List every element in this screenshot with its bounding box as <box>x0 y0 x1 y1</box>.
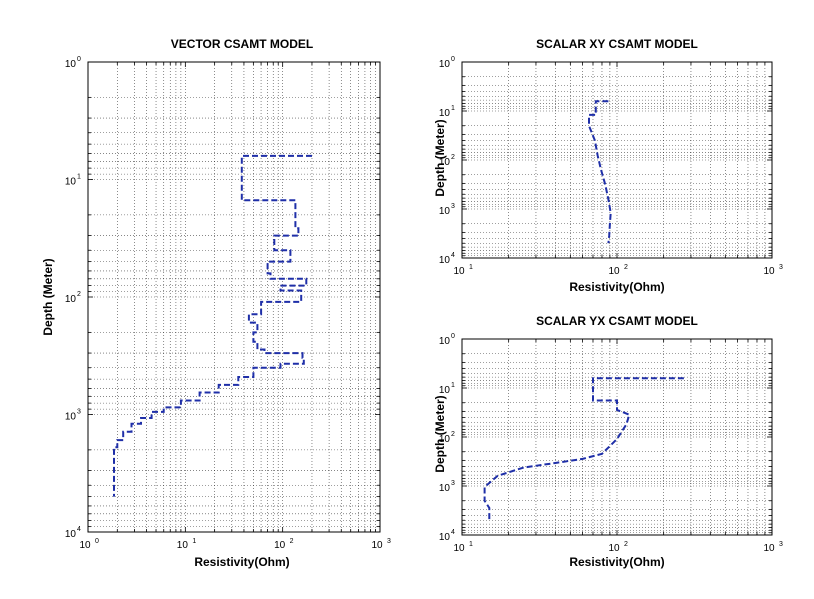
x-tick-label-exponent: 1 <box>192 538 196 545</box>
x-tick-label: 10 <box>79 540 91 551</box>
plot-area: 10 1 10 2 10 310 010 110 210 310 4 <box>439 333 783 554</box>
x-tick-label: 10 <box>763 266 775 277</box>
x-tick-label-exponent: 3 <box>779 541 783 548</box>
y-tick-label: 10 <box>439 434 451 445</box>
y-axis-label: Depth (Meter) <box>433 395 447 472</box>
x-tick-label: 10 <box>453 266 465 277</box>
x-tick-label: 10 <box>453 543 465 554</box>
x-tick-label: 10 <box>177 540 189 551</box>
x-tick-label: 10 <box>371 540 383 551</box>
y-tick-label: 10 <box>439 336 451 347</box>
y-tick-label-exponent: 4 <box>77 526 81 533</box>
x-axis-label: Resistivity(Ohm) <box>194 555 289 569</box>
y-tick-label-exponent: 0 <box>77 56 81 63</box>
y-tick-label: 10 <box>65 529 77 540</box>
y-tick-label: 10 <box>439 206 451 217</box>
x-tick-label: 10 <box>608 266 620 277</box>
y-tick-label-exponent: 0 <box>451 333 455 340</box>
plot-background <box>88 62 380 532</box>
y-tick-label-exponent: 2 <box>77 291 81 298</box>
y-tick-label: 10 <box>65 412 77 423</box>
y-axis-label: Depth (Meter) <box>433 119 447 196</box>
y-tick-label-exponent: 1 <box>451 105 455 112</box>
x-tick-label-exponent: 2 <box>290 538 294 545</box>
x-tick-label: 10 <box>763 543 775 554</box>
y-tick-label-exponent: 3 <box>77 409 81 416</box>
y-tick-label: 10 <box>439 59 451 70</box>
y-tick-label: 10 <box>439 483 451 494</box>
x-tick-label-exponent: 3 <box>387 538 391 545</box>
y-tick-label-exponent: 3 <box>451 203 455 210</box>
y-tick-label: 10 <box>65 294 77 305</box>
x-axis-label: Resistivity(Ohm) <box>569 555 664 569</box>
chart-title: SCALAR XY CSAMT MODEL <box>536 37 698 51</box>
x-tick-label: 10 <box>608 543 620 554</box>
y-tick-label: 10 <box>439 157 451 168</box>
y-tick-label-exponent: 1 <box>451 382 455 389</box>
y-tick-label-exponent: 4 <box>451 529 455 536</box>
y-tick-label-exponent: 2 <box>451 431 455 438</box>
chart-vector: VECTOR CSAMT MODEL Resistivity(Ohm) Dept… <box>41 37 391 569</box>
y-tick-label-exponent: 1 <box>77 174 81 181</box>
chart-scalar-xy: SCALAR XY CSAMT MODEL Resistivity(Ohm) D… <box>433 37 783 294</box>
chart-title: VECTOR CSAMT MODEL <box>171 37 313 51</box>
x-tick-label-exponent: 1 <box>469 264 473 271</box>
x-tick-label-exponent: 3 <box>779 264 783 271</box>
plot-area: 10 0 10 1 10 2 10 310 010 110 210 310 4 <box>65 56 391 551</box>
y-tick-label: 10 <box>439 385 451 396</box>
y-tick-label-exponent: 3 <box>451 480 455 487</box>
series-line <box>113 154 312 497</box>
chart-scalar-yx: SCALAR YX CSAMT MODEL Resistivity(Ohm) D… <box>433 314 783 569</box>
x-tick-label-exponent: 2 <box>624 541 628 548</box>
y-tick-label: 10 <box>65 59 77 70</box>
x-axis-label: Resistivity(Ohm) <box>569 280 664 294</box>
chart-title: SCALAR YX CSAMT MODEL <box>536 314 698 328</box>
y-tick-label-exponent: 0 <box>451 56 455 63</box>
x-tick-label: 10 <box>274 540 286 551</box>
y-tick-label: 10 <box>439 532 451 543</box>
plot-background <box>462 339 772 535</box>
plot-area: 10 1 10 2 10 310 010 110 210 310 4 <box>439 56 783 277</box>
plot-background <box>462 62 772 258</box>
y-tick-label-exponent: 4 <box>451 252 455 259</box>
series-line <box>483 377 684 521</box>
y-tick-label-exponent: 2 <box>451 154 455 161</box>
x-tick-label-exponent: 1 <box>469 541 473 548</box>
x-tick-label-exponent: 2 <box>624 264 628 271</box>
series-line <box>588 100 612 244</box>
y-tick-label: 10 <box>439 255 451 266</box>
y-axis-label: Depth (Meter) <box>41 258 55 335</box>
y-tick-label: 10 <box>439 108 451 119</box>
y-tick-label: 10 <box>65 177 77 188</box>
x-tick-label-exponent: 0 <box>95 538 99 545</box>
